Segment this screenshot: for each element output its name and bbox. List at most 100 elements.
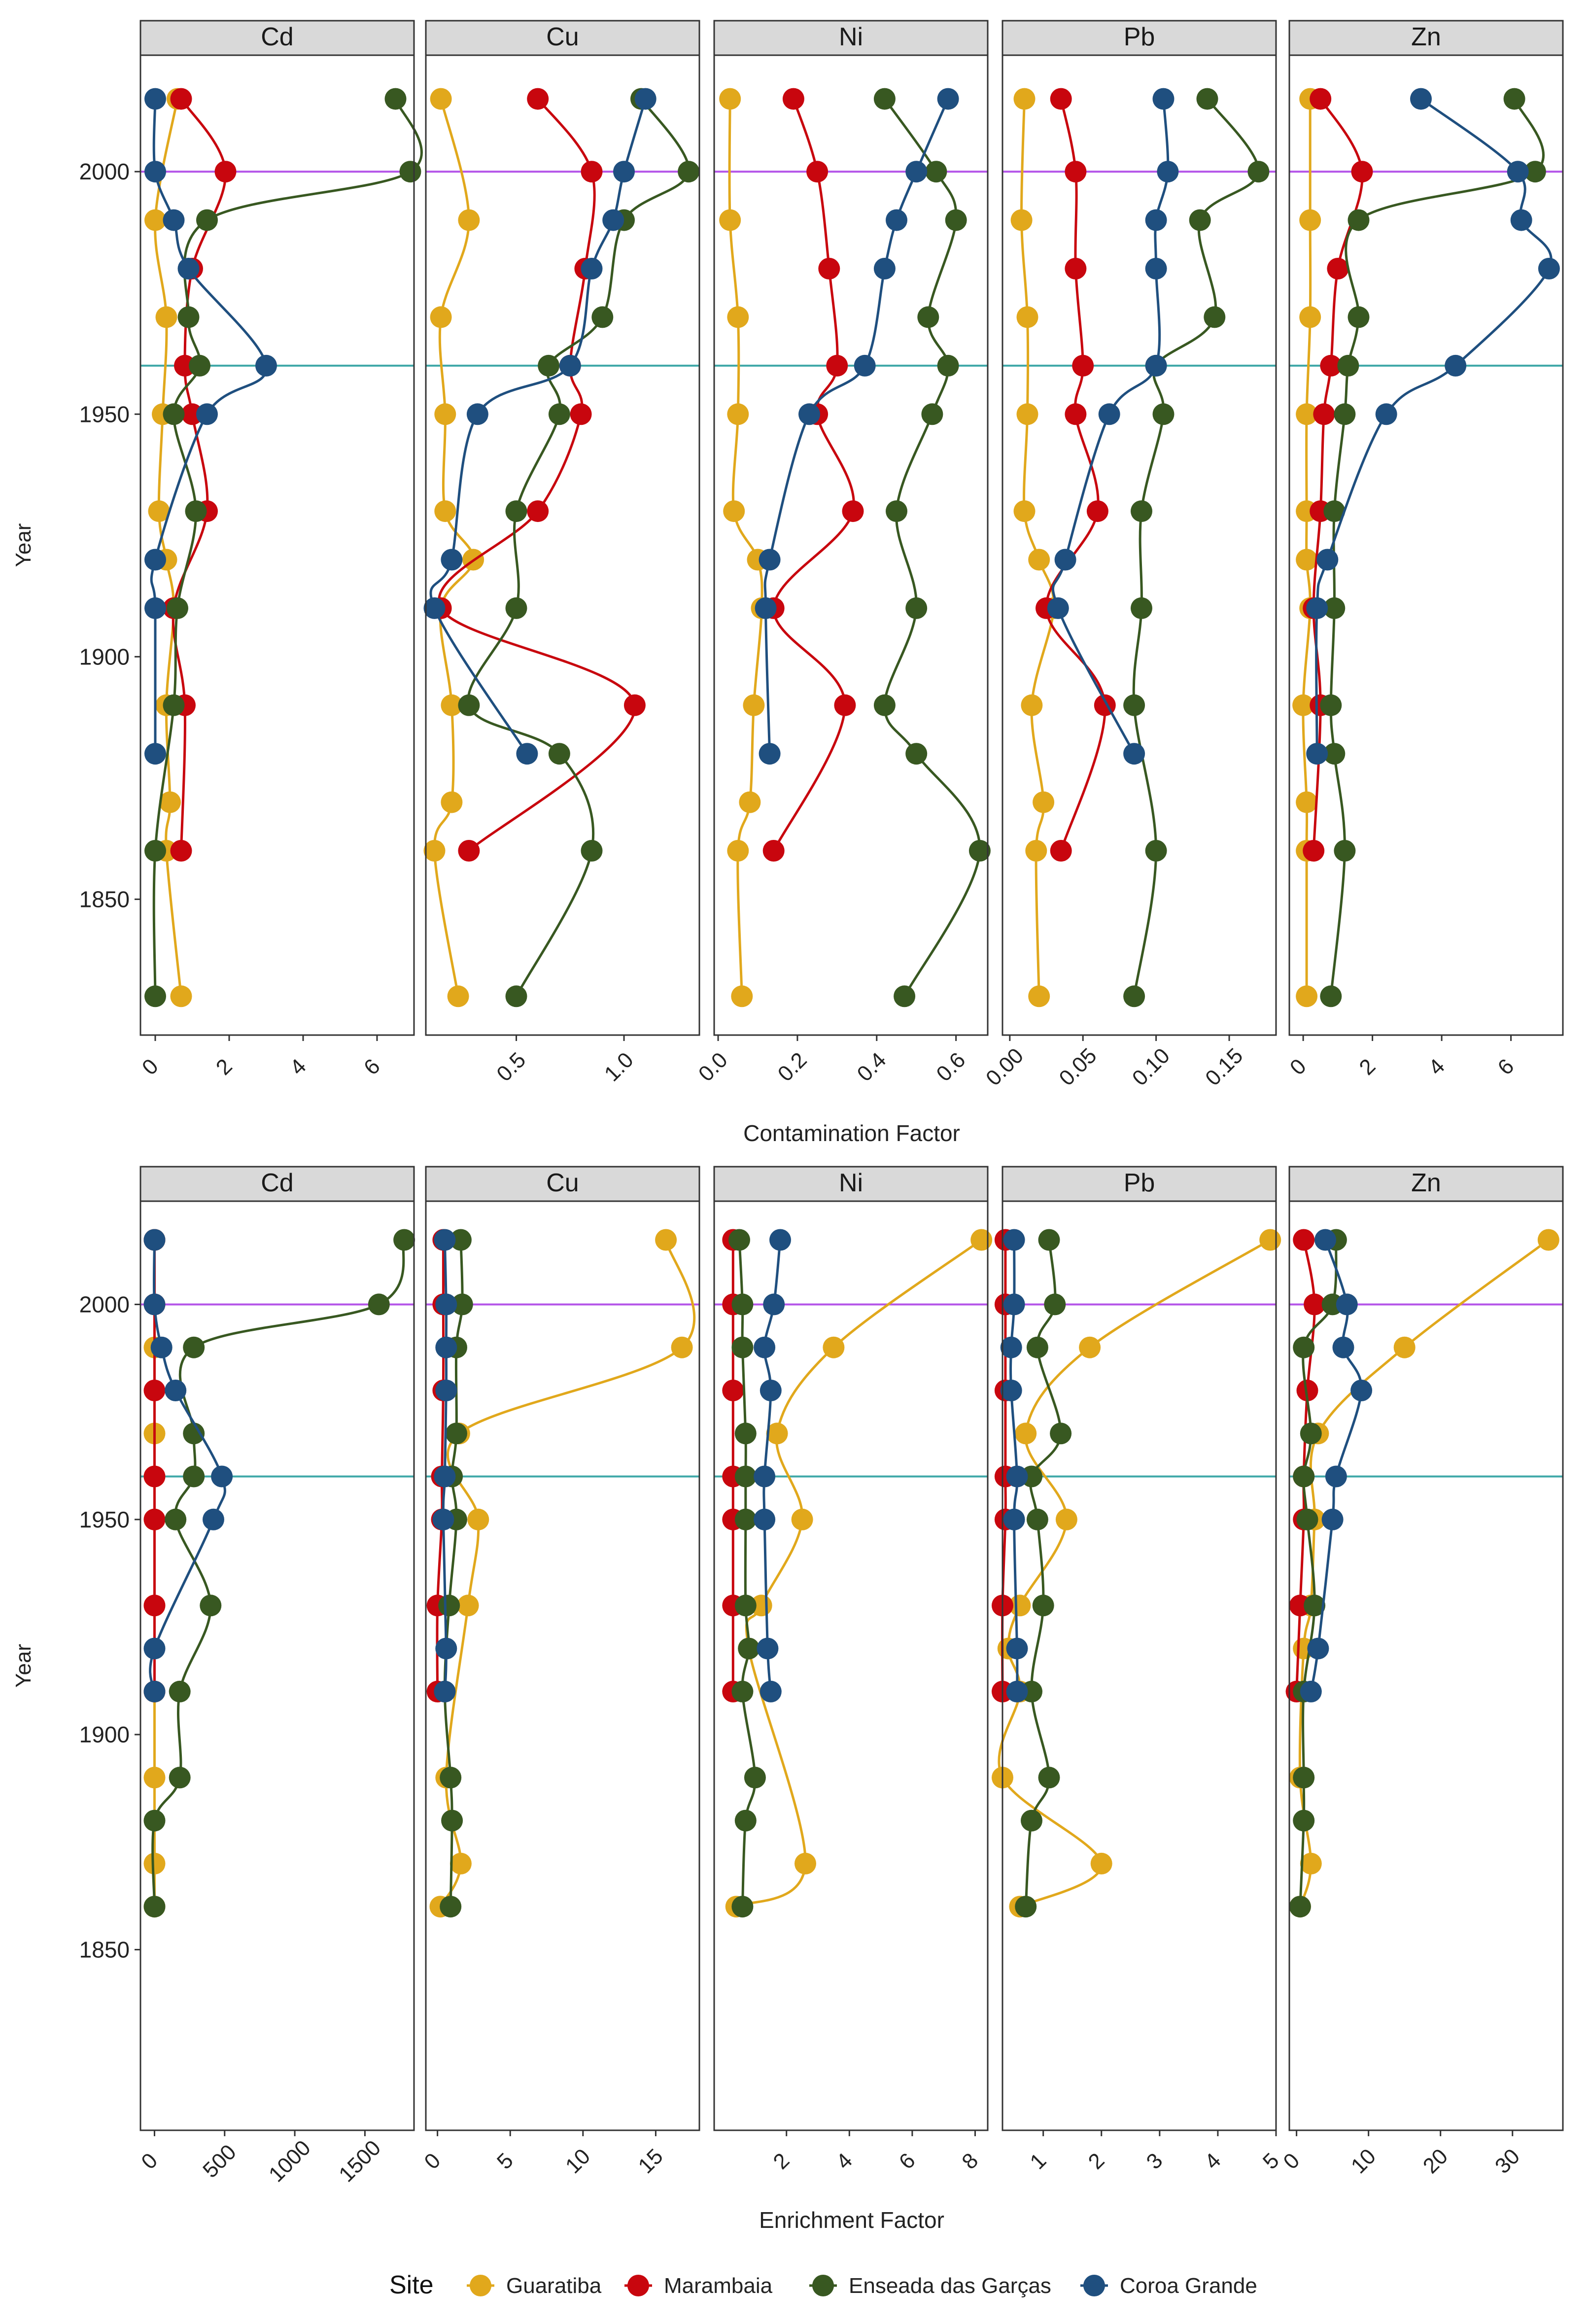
data-point-enseada-das-gar-as <box>734 1422 757 1445</box>
data-point-marambaia <box>170 88 192 110</box>
legend-key-point <box>470 2275 491 2296</box>
data-point-coroa-grande <box>1054 549 1076 571</box>
data-point-coroa-grande <box>1006 1680 1028 1702</box>
data-point-enseada-das-gar-as <box>734 1508 757 1530</box>
series-line-marambaia <box>772 98 855 852</box>
data-point-coroa-grande <box>165 1380 187 1401</box>
data-point-enseada-das-gar-as <box>1145 840 1167 862</box>
data-point-enseada-das-gar-as <box>1038 1229 1060 1251</box>
data-point-coroa-grande <box>435 1336 457 1358</box>
data-point-coroa-grande <box>1336 1293 1358 1316</box>
data-point-enseada-das-gar-as <box>163 403 185 425</box>
data-point-marambaia <box>143 1380 166 1401</box>
data-point-marambaia <box>1293 1229 1315 1251</box>
data-point-enseada-das-gar-as <box>393 1229 415 1251</box>
data-point-marambaia <box>458 840 480 862</box>
data-point-coroa-grande <box>196 403 218 425</box>
series-line-coroa-grande <box>1315 98 1553 754</box>
data-point-enseada-das-gar-as <box>1334 403 1356 425</box>
data-point-coroa-grande <box>1410 88 1432 110</box>
data-point-guaratiba <box>1013 88 1036 110</box>
data-point-coroa-grande <box>759 743 781 765</box>
data-point-coroa-grande <box>211 1465 233 1488</box>
legend-item-marambaia: Marambaia <box>624 2274 773 2298</box>
data-point-enseada-das-gar-as <box>873 694 896 716</box>
data-point-enseada-das-gar-as <box>744 1767 766 1789</box>
panel-cd: Cd0 2 4 6 <box>138 20 423 1080</box>
data-point-guaratiba <box>1090 1852 1112 1874</box>
data-point-coroa-grande <box>1145 258 1167 279</box>
facet-strip-label: Ni <box>839 1169 863 1197</box>
data-point-coroa-grande <box>466 403 488 425</box>
data-point-coroa-grande <box>1003 1508 1025 1530</box>
facet-strip-label: Cd <box>261 1169 293 1197</box>
y-tick-label: 2000 <box>79 159 130 184</box>
data-point-marambaia <box>806 161 829 183</box>
data-point-coroa-grande <box>1145 209 1167 231</box>
legend-item-coroa-grande: Coroa Grande <box>1080 2274 1257 2298</box>
data-point-enseada-das-gar-as <box>1320 694 1342 716</box>
data-point-guaratiba <box>143 1767 166 1789</box>
data-point-coroa-grande <box>634 88 656 110</box>
data-point-guaratiba <box>467 1508 489 1530</box>
facet-strip-label: Cd <box>261 23 293 51</box>
data-point-marambaia <box>143 1465 166 1488</box>
data-point-coroa-grande <box>1003 1229 1025 1251</box>
data-point-coroa-grande <box>144 549 166 571</box>
y-tick-label: 2000 <box>79 1291 130 1317</box>
data-point-enseada-das-gar-as <box>968 840 991 862</box>
data-point-enseada-das-gar-as <box>1123 985 1145 1007</box>
data-point-guaratiba <box>441 694 463 716</box>
data-point-coroa-grande <box>203 1508 224 1530</box>
facet-strip-label: Pb <box>1124 1169 1155 1197</box>
data-point-guaratiba <box>1033 791 1055 813</box>
data-point-enseada-das-gar-as <box>177 306 200 328</box>
data-point-enseada-das-gar-as <box>1320 985 1342 1007</box>
data-point-enseada-das-gar-as <box>945 209 967 231</box>
panel-pb: Pb1 2 3 4 5 <box>992 1166 1284 2174</box>
data-point-enseada-das-gar-as <box>925 161 947 183</box>
legend-key-point <box>812 2275 834 2296</box>
data-point-enseada-das-gar-as <box>1131 597 1152 619</box>
chart-enrichment-factor: Year 1850 1900 1950 2000 Enrichment Factor Cd0… <box>11 1166 1564 2233</box>
data-point-coroa-grande <box>144 597 166 619</box>
data-point-marambaia <box>826 354 848 377</box>
data-point-guaratiba <box>1016 403 1038 425</box>
y-tick-label: 1950 <box>79 1507 130 1532</box>
data-point-coroa-grande <box>432 1508 454 1530</box>
panel-background <box>140 1201 414 2130</box>
panel-border <box>1288 1200 1564 2131</box>
data-point-enseada-das-gar-as <box>1293 1767 1315 1789</box>
data-point-coroa-grande <box>516 743 538 765</box>
data-point-coroa-grande <box>1006 1637 1028 1660</box>
facet-strip-label: Ni <box>839 23 863 51</box>
data-point-guaratiba <box>739 791 761 813</box>
data-point-marambaia <box>722 1380 744 1401</box>
data-point-enseada-das-gar-as <box>1323 597 1346 619</box>
data-point-marambaia <box>1351 161 1373 183</box>
data-point-enseada-das-gar-as <box>937 354 959 377</box>
data-point-coroa-grande <box>1307 1637 1329 1660</box>
data-point-guaratiba <box>743 694 765 716</box>
data-point-guaratiba <box>1259 1229 1281 1251</box>
panel-border <box>425 1200 700 2131</box>
data-point-marambaia <box>1050 88 1072 110</box>
data-point-guaratiba <box>148 500 170 522</box>
panel-zn: Zn0 2 4 6 <box>1285 20 1564 1080</box>
data-point-coroa-grande <box>1350 1380 1373 1401</box>
data-point-enseada-das-gar-as <box>446 1422 467 1445</box>
data-point-marambaia <box>1072 354 1094 377</box>
data-point-enseada-das-gar-as <box>368 1293 390 1316</box>
data-point-guaratiba <box>1016 306 1038 328</box>
data-point-coroa-grande <box>1300 1680 1322 1702</box>
data-point-coroa-grande <box>143 1293 166 1316</box>
data-point-enseada-das-gar-as <box>165 1508 187 1530</box>
data-point-enseada-das-gar-as <box>183 1465 205 1488</box>
data-point-coroa-grande <box>1314 1229 1336 1251</box>
data-point-guaratiba <box>457 1595 479 1617</box>
data-point-guaratiba <box>719 209 741 231</box>
data-point-enseada-das-gar-as <box>731 1680 754 1702</box>
data-point-enseada-das-gar-as <box>451 1293 473 1316</box>
data-point-guaratiba <box>1292 694 1314 716</box>
data-point-guaratiba <box>159 791 181 813</box>
